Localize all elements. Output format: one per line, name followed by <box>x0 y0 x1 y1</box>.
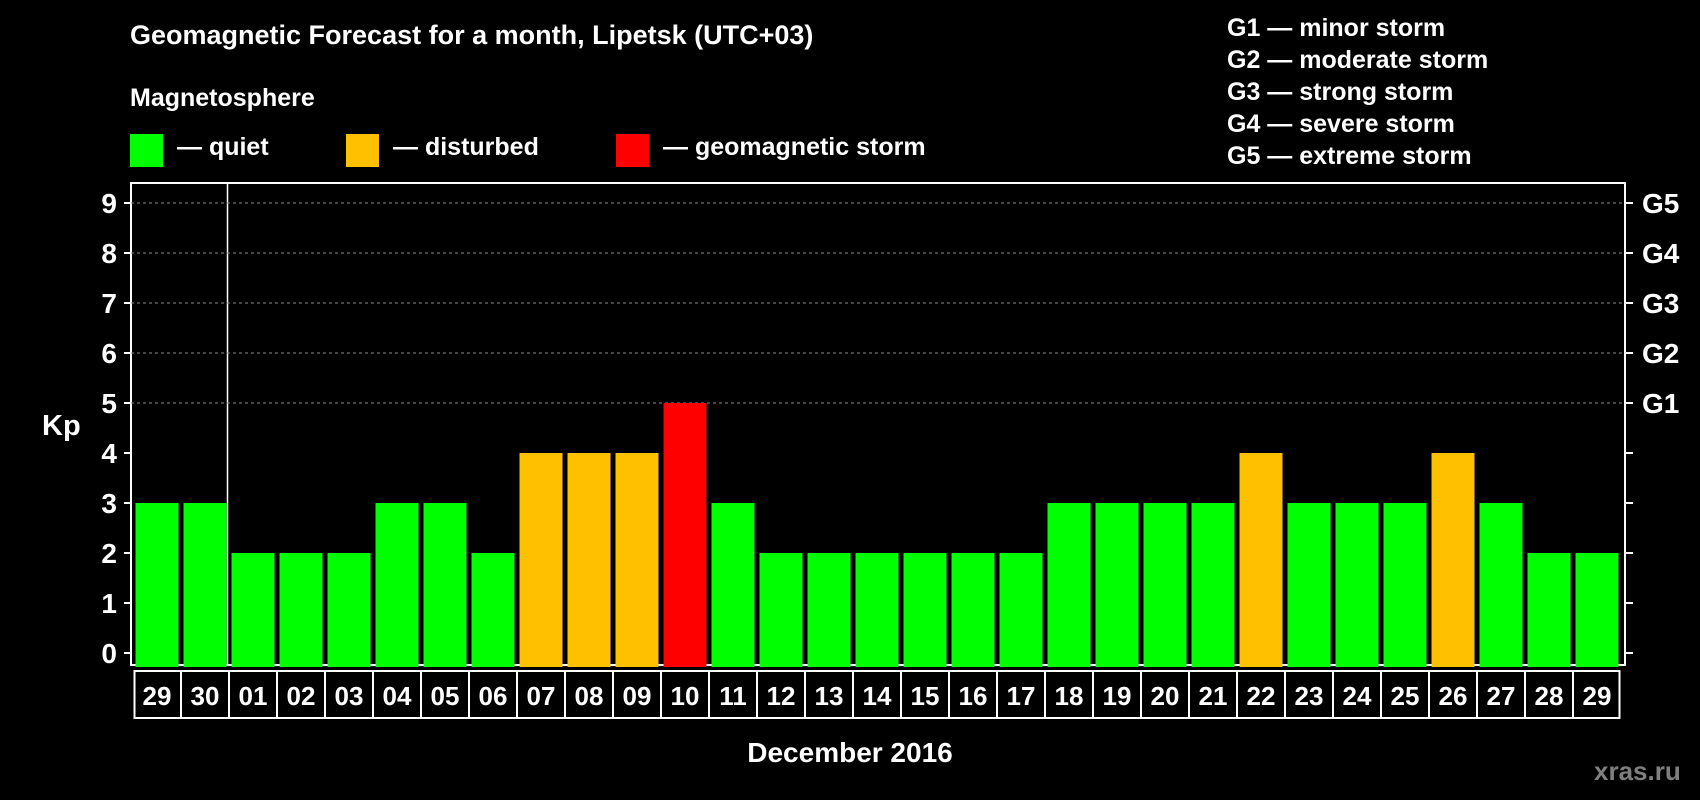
y-tick-label: 5 <box>101 388 117 419</box>
y-tick-label: 3 <box>101 488 117 519</box>
legend-label-storm: — geomagnetic storm <box>663 133 926 161</box>
x-tick-label: 08 <box>575 681 604 711</box>
bar <box>327 553 371 667</box>
x-axis-label: December 2016 <box>747 737 953 768</box>
bar <box>711 503 755 667</box>
bar <box>903 553 947 667</box>
legend-label-disturbed: — disturbed <box>393 133 539 161</box>
g-scale-g4: G4 — severe storm <box>1227 110 1455 138</box>
g-scale-g3: G3 — strong storm <box>1227 78 1454 106</box>
bar <box>471 553 515 667</box>
x-tick-label: 18 <box>1055 681 1084 711</box>
x-tick-label: 29 <box>143 681 172 711</box>
x-tick-label: 11 <box>719 681 747 711</box>
x-tick-label: 16 <box>959 681 988 711</box>
legend-swatch-disturbed <box>346 134 379 167</box>
x-tick-label: 12 <box>767 681 796 711</box>
g-scale-g5: G5 — extreme storm <box>1227 142 1472 170</box>
x-tick-label: 26 <box>1439 681 1468 711</box>
x-tick-label: 25 <box>1391 681 1420 711</box>
x-tick-label: 07 <box>527 681 556 711</box>
right-axis-label-g1: G1 <box>1642 388 1679 419</box>
legend-swatch-storm <box>616 134 649 167</box>
y-tick-label: 7 <box>101 288 117 319</box>
watermark: xras.ru <box>1594 756 1681 786</box>
y-tick-label: 8 <box>101 238 117 269</box>
x-tick-label: 28 <box>1535 681 1564 711</box>
x-tick-label: 01 <box>239 681 268 711</box>
x-tick-label: 20 <box>1151 681 1180 711</box>
g-scale-g2: G2 — moderate storm <box>1227 46 1489 74</box>
bar <box>135 503 179 667</box>
bar <box>999 553 1043 667</box>
bar <box>183 503 227 667</box>
y-tick-label: 4 <box>101 438 117 469</box>
bar <box>615 453 659 667</box>
bar <box>1335 503 1379 667</box>
bar <box>951 553 995 667</box>
bar <box>279 553 323 667</box>
bar <box>1383 503 1427 667</box>
bar <box>663 403 707 667</box>
x-tick-label: 24 <box>1343 681 1372 711</box>
right-axis-label-g4: G4 <box>1642 238 1680 269</box>
bar <box>759 553 803 667</box>
right-axis-label-g5: G5 <box>1642 188 1679 219</box>
bar <box>1143 503 1187 667</box>
bar <box>1095 503 1139 667</box>
right-axis-label-g2: G2 <box>1642 338 1679 369</box>
legend-swatch-quiet <box>130 134 163 167</box>
bar <box>1191 503 1235 667</box>
x-tick-label: 06 <box>479 681 508 711</box>
y-tick-label: 2 <box>101 538 117 569</box>
bar <box>855 553 899 667</box>
x-tick-label: 09 <box>623 681 652 711</box>
bar <box>567 453 611 667</box>
bar <box>1239 453 1283 667</box>
g-scale-g1: G1 — minor storm <box>1227 14 1446 42</box>
y-tick-label: 1 <box>101 588 117 619</box>
date-axis-frame <box>133 670 1621 719</box>
bar <box>519 453 563 667</box>
x-tick-label: 02 <box>287 681 316 711</box>
bar <box>1575 553 1619 667</box>
magnetosphere-label: Magnetosphere <box>130 84 315 112</box>
legend-label-quiet: — quiet <box>177 133 269 161</box>
x-tick-label: 15 <box>911 681 940 711</box>
chart-title: Geomagnetic Forecast for a month, Lipets… <box>130 20 814 50</box>
x-tick-label: 21 <box>1199 681 1228 711</box>
x-tick-label: 10 <box>671 681 700 711</box>
x-tick-label: 04 <box>383 681 412 711</box>
bar <box>423 503 467 667</box>
x-tick-label: 03 <box>335 681 364 711</box>
x-tick-label: 05 <box>431 681 460 711</box>
y-axis-label: Kp <box>42 410 81 442</box>
x-tick-label: 27 <box>1487 681 1516 711</box>
x-tick-label: 29 <box>1583 681 1612 711</box>
bar <box>1047 503 1091 667</box>
bar <box>1479 503 1523 667</box>
bar <box>231 553 275 667</box>
x-tick-label: 13 <box>815 681 844 711</box>
x-tick-label: 22 <box>1247 681 1276 711</box>
y-tick-label: 6 <box>101 338 117 369</box>
x-tick-label: 19 <box>1103 681 1132 711</box>
y-tick-label: 9 <box>101 188 117 219</box>
y-tick-label: 0 <box>101 638 117 669</box>
bar <box>375 503 419 667</box>
bar <box>1527 553 1571 667</box>
x-tick-label: 23 <box>1295 681 1324 711</box>
x-tick-label: 14 <box>863 681 892 711</box>
right-axis-label-g3: G3 <box>1642 288 1679 319</box>
bar <box>807 553 851 667</box>
bar <box>1431 453 1475 667</box>
x-tick-label: 17 <box>1007 681 1036 711</box>
bar <box>1287 503 1331 667</box>
x-tick-label: 30 <box>191 681 220 711</box>
